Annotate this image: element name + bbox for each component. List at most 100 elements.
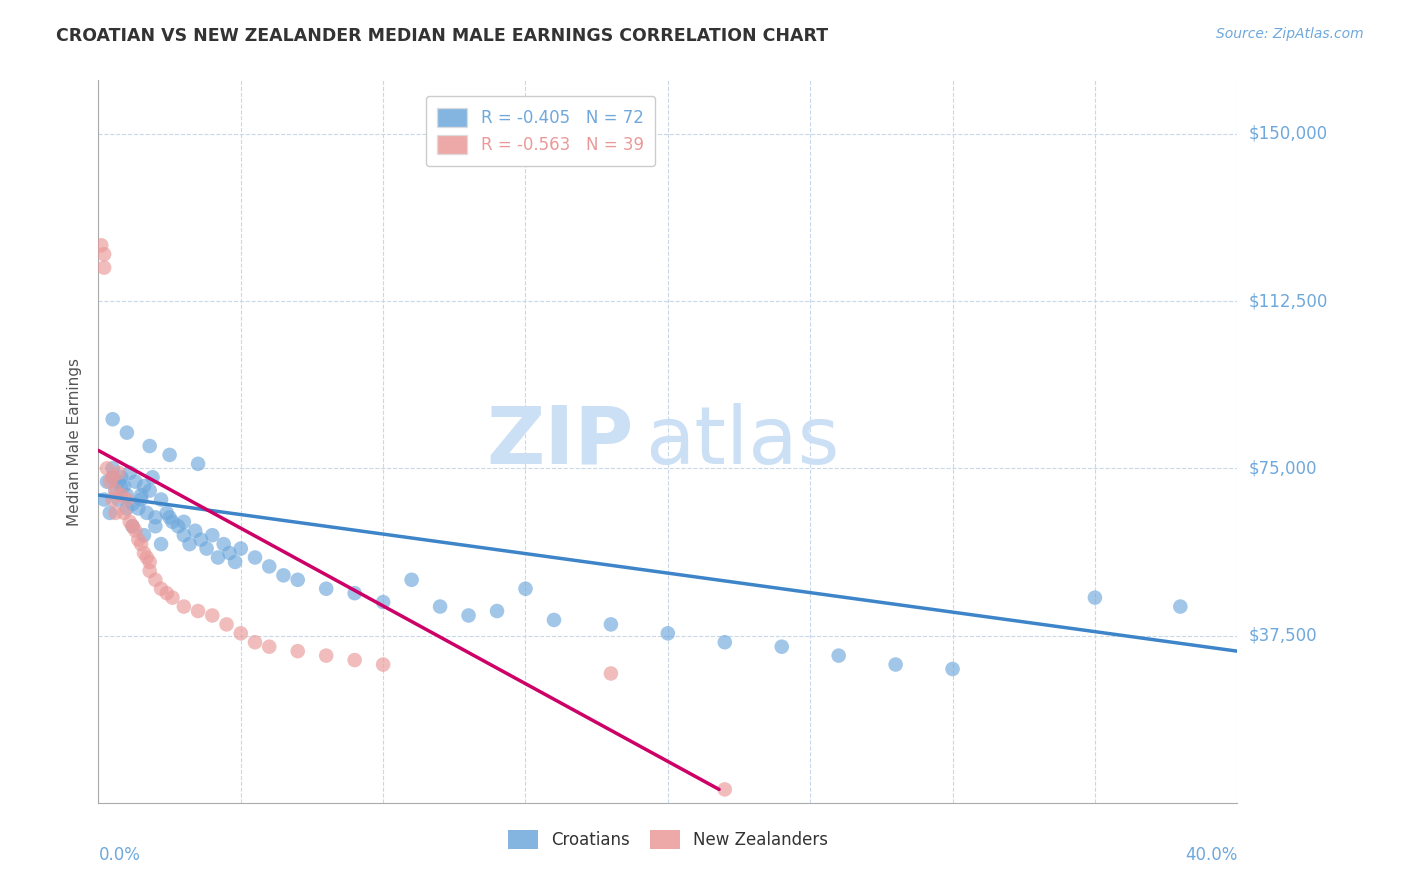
Point xyxy=(118,466,141,480)
Point xyxy=(243,550,266,565)
Point xyxy=(104,483,127,498)
Point xyxy=(107,492,129,507)
Point xyxy=(162,591,184,605)
Point xyxy=(96,461,118,475)
Point xyxy=(600,617,623,632)
Text: $37,500: $37,500 xyxy=(1249,626,1317,645)
Point xyxy=(343,653,366,667)
Text: CROATIAN VS NEW ZEALANDER MEDIAN MALE EARNINGS CORRELATION CHART: CROATIAN VS NEW ZEALANDER MEDIAN MALE EA… xyxy=(56,27,828,45)
Point xyxy=(115,492,138,507)
Point xyxy=(132,528,155,542)
Point xyxy=(942,662,965,676)
Point xyxy=(145,573,167,587)
Point xyxy=(714,635,737,649)
Point xyxy=(98,475,121,489)
Point xyxy=(104,483,127,498)
Point xyxy=(150,492,173,507)
Point xyxy=(104,506,127,520)
Point xyxy=(343,586,366,600)
Text: $150,000: $150,000 xyxy=(1249,125,1327,143)
Point xyxy=(657,626,679,640)
Point xyxy=(828,648,851,663)
Point xyxy=(184,524,207,538)
Point xyxy=(315,648,337,663)
Point xyxy=(207,550,229,565)
Point xyxy=(110,488,132,502)
Point xyxy=(457,608,479,623)
Point xyxy=(167,519,190,533)
Point xyxy=(224,555,246,569)
Point xyxy=(93,247,115,261)
Point xyxy=(156,506,179,520)
Point xyxy=(112,479,135,493)
Point xyxy=(124,475,146,489)
Point xyxy=(543,613,565,627)
Point xyxy=(1170,599,1192,614)
Point xyxy=(121,519,143,533)
Point xyxy=(101,470,124,484)
Point xyxy=(150,582,173,596)
Point xyxy=(145,510,167,524)
Text: atlas: atlas xyxy=(645,402,839,481)
Point xyxy=(201,608,224,623)
Point xyxy=(129,492,152,507)
Y-axis label: Median Male Earnings: Median Male Earnings xyxy=(67,358,83,525)
Point xyxy=(150,537,173,551)
Point xyxy=(600,666,623,681)
Point xyxy=(173,515,195,529)
Point xyxy=(112,506,135,520)
Text: 40.0%: 40.0% xyxy=(1185,847,1237,864)
Point xyxy=(115,425,138,440)
Point xyxy=(195,541,218,556)
Point xyxy=(101,470,124,484)
Point xyxy=(159,448,181,462)
Point xyxy=(229,541,252,556)
Point xyxy=(215,617,238,632)
Point xyxy=(127,533,149,547)
Point xyxy=(156,586,179,600)
Point xyxy=(129,488,152,502)
Point xyxy=(110,470,132,484)
Point xyxy=(110,479,132,493)
Text: ZIP: ZIP xyxy=(486,402,634,481)
Point xyxy=(138,483,160,498)
Point xyxy=(93,260,115,275)
Text: 0.0%: 0.0% xyxy=(98,847,141,864)
Point xyxy=(212,537,235,551)
Point xyxy=(243,635,266,649)
Point xyxy=(201,528,224,542)
Point xyxy=(101,492,124,507)
Point xyxy=(141,470,163,484)
Point xyxy=(145,519,167,533)
Point xyxy=(884,657,907,672)
Point xyxy=(187,604,209,618)
Text: $75,000: $75,000 xyxy=(1249,459,1317,477)
Point xyxy=(173,599,195,614)
Legend: Croatians, New Zealanders: Croatians, New Zealanders xyxy=(498,821,838,860)
Point xyxy=(287,644,309,658)
Point xyxy=(486,604,509,618)
Point xyxy=(229,626,252,640)
Point xyxy=(429,599,451,614)
Point xyxy=(1084,591,1107,605)
Point xyxy=(121,497,143,511)
Point xyxy=(132,546,155,560)
Point xyxy=(107,475,129,489)
Point xyxy=(138,439,160,453)
Point xyxy=(187,457,209,471)
Point xyxy=(173,528,195,542)
Point xyxy=(373,657,395,672)
Point xyxy=(121,519,143,533)
Point xyxy=(135,550,157,565)
Text: Source: ZipAtlas.com: Source: ZipAtlas.com xyxy=(1216,27,1364,41)
Point xyxy=(770,640,793,654)
Point xyxy=(115,488,138,502)
Point xyxy=(132,479,155,493)
Point xyxy=(101,412,124,426)
Point xyxy=(101,461,124,475)
Point xyxy=(179,537,201,551)
Point xyxy=(107,466,129,480)
Point xyxy=(98,506,121,520)
Point xyxy=(273,568,295,582)
Point xyxy=(138,564,160,578)
